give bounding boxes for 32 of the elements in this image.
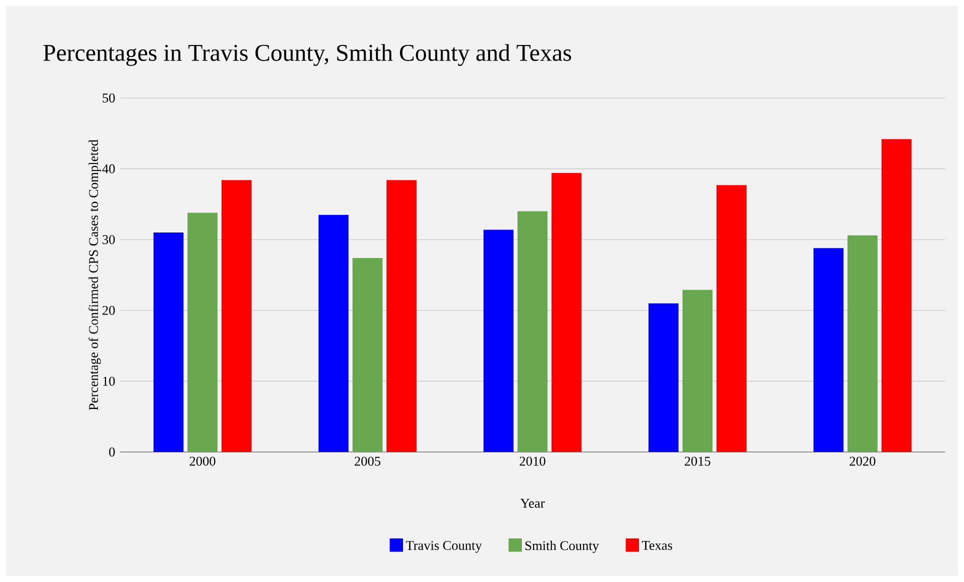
legend-label: Smith County (525, 540, 600, 553)
legend-label: Travis County (406, 541, 482, 553)
bar (648, 303, 679, 452)
chart-title: Percentages in Travis County, Smith County and Texas (43, 44, 572, 66)
y-tick-label: 10 (103, 376, 115, 386)
bar (518, 211, 548, 452)
bar (352, 258, 382, 452)
x-tick-label: 2005 (354, 456, 380, 466)
y-tick-label: 30 (102, 235, 115, 244)
x-tick-label: 2010 (520, 456, 546, 466)
y-axis-title: Percentage of Confirmed CPS Cases to Completed (88, 140, 101, 410)
bar (318, 214, 348, 452)
bar (222, 180, 252, 452)
bar (154, 232, 184, 452)
legend-label: Texas (642, 541, 672, 550)
bar (716, 185, 746, 452)
y-tick-label: 40 (102, 164, 115, 174)
bar (848, 235, 878, 452)
bar (484, 230, 514, 452)
bar (386, 180, 417, 452)
bar (814, 248, 844, 452)
x-tick-label: 2015 (684, 456, 710, 466)
y-tick-label: 0 (109, 448, 115, 456)
bar (882, 139, 912, 452)
y-tick-label: 20 (102, 306, 115, 315)
x-tick-label: 2000 (190, 456, 216, 466)
y-tick-label: 50 (102, 94, 115, 102)
bar (682, 290, 712, 452)
bar (188, 212, 218, 452)
x-axis-title: Year (520, 498, 545, 508)
bar (552, 173, 582, 452)
x-tick-label: 2020 (850, 456, 876, 466)
